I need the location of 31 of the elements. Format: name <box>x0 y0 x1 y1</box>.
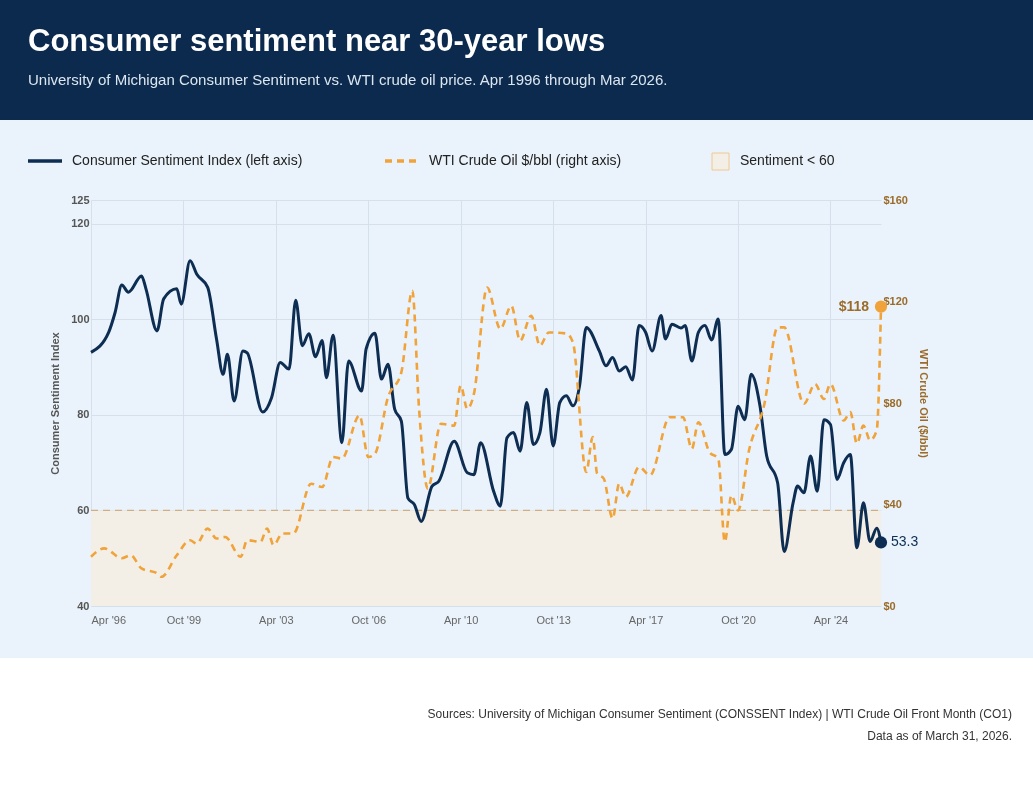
x-tick-label: Apr '17 <box>628 613 664 626</box>
y-tick-label: 40 <box>77 599 90 612</box>
x-tick-label: Apr '24 <box>813 613 849 626</box>
text: Data as of March 31, 2026. <box>867 729 1012 743</box>
x-tick-label: Apr '96 <box>91 613 127 626</box>
y-tick-label: 80 <box>77 408 90 421</box>
y2-tick-label: $80 <box>883 396 902 409</box>
x-tick-label: Oct '13 <box>536 613 571 626</box>
y-axis-title: Consumer Sentiment Index <box>49 331 62 475</box>
y2-axis-title: WTI Crude Oil ($/bbl) <box>917 349 930 459</box>
y2-tick-label: $40 <box>883 498 902 510</box>
x-tick-label: Oct '99 <box>166 613 202 626</box>
y2-tick-label: $120 <box>883 295 908 307</box>
x-tick-label: Apr '03 <box>259 613 294 626</box>
y-tick-label: 60 <box>77 503 90 516</box>
y2-tick-label: $0 <box>883 599 896 612</box>
chart-title: Consumer sentiment near 30-year lows <box>28 23 606 58</box>
x-tick-label: Oct '06 <box>351 613 387 626</box>
source-note: Sources: University of Michigan Consumer Sentiment (CONSSENT Index) | WTI Crude Oil Front Month (CO1) <box>427 707 1012 721</box>
legend-label: Consumer Sentiment Index (left axis) <box>72 152 303 168</box>
data-label: $118 <box>838 297 870 314</box>
data-label: 53.3 <box>891 533 919 550</box>
y-tick-label: 120 <box>71 217 90 230</box>
x-tick-label: Apr '10 <box>443 613 479 626</box>
y2-tick-label: $160 <box>883 193 908 206</box>
chart-subtitle: University of Michigan Consumer Sentiment vs. WTI crude oil price. Apr 1996 through Mar 2026. <box>28 71 668 88</box>
legend-label: Sentiment < 60 <box>740 152 835 168</box>
y-tick-label: 125 <box>71 193 90 206</box>
legend-label: WTI Crude Oil $/bbl (right axis) <box>429 152 622 168</box>
y-tick-label: 100 <box>71 312 90 325</box>
x-tick-label: Oct '20 <box>721 613 756 626</box>
